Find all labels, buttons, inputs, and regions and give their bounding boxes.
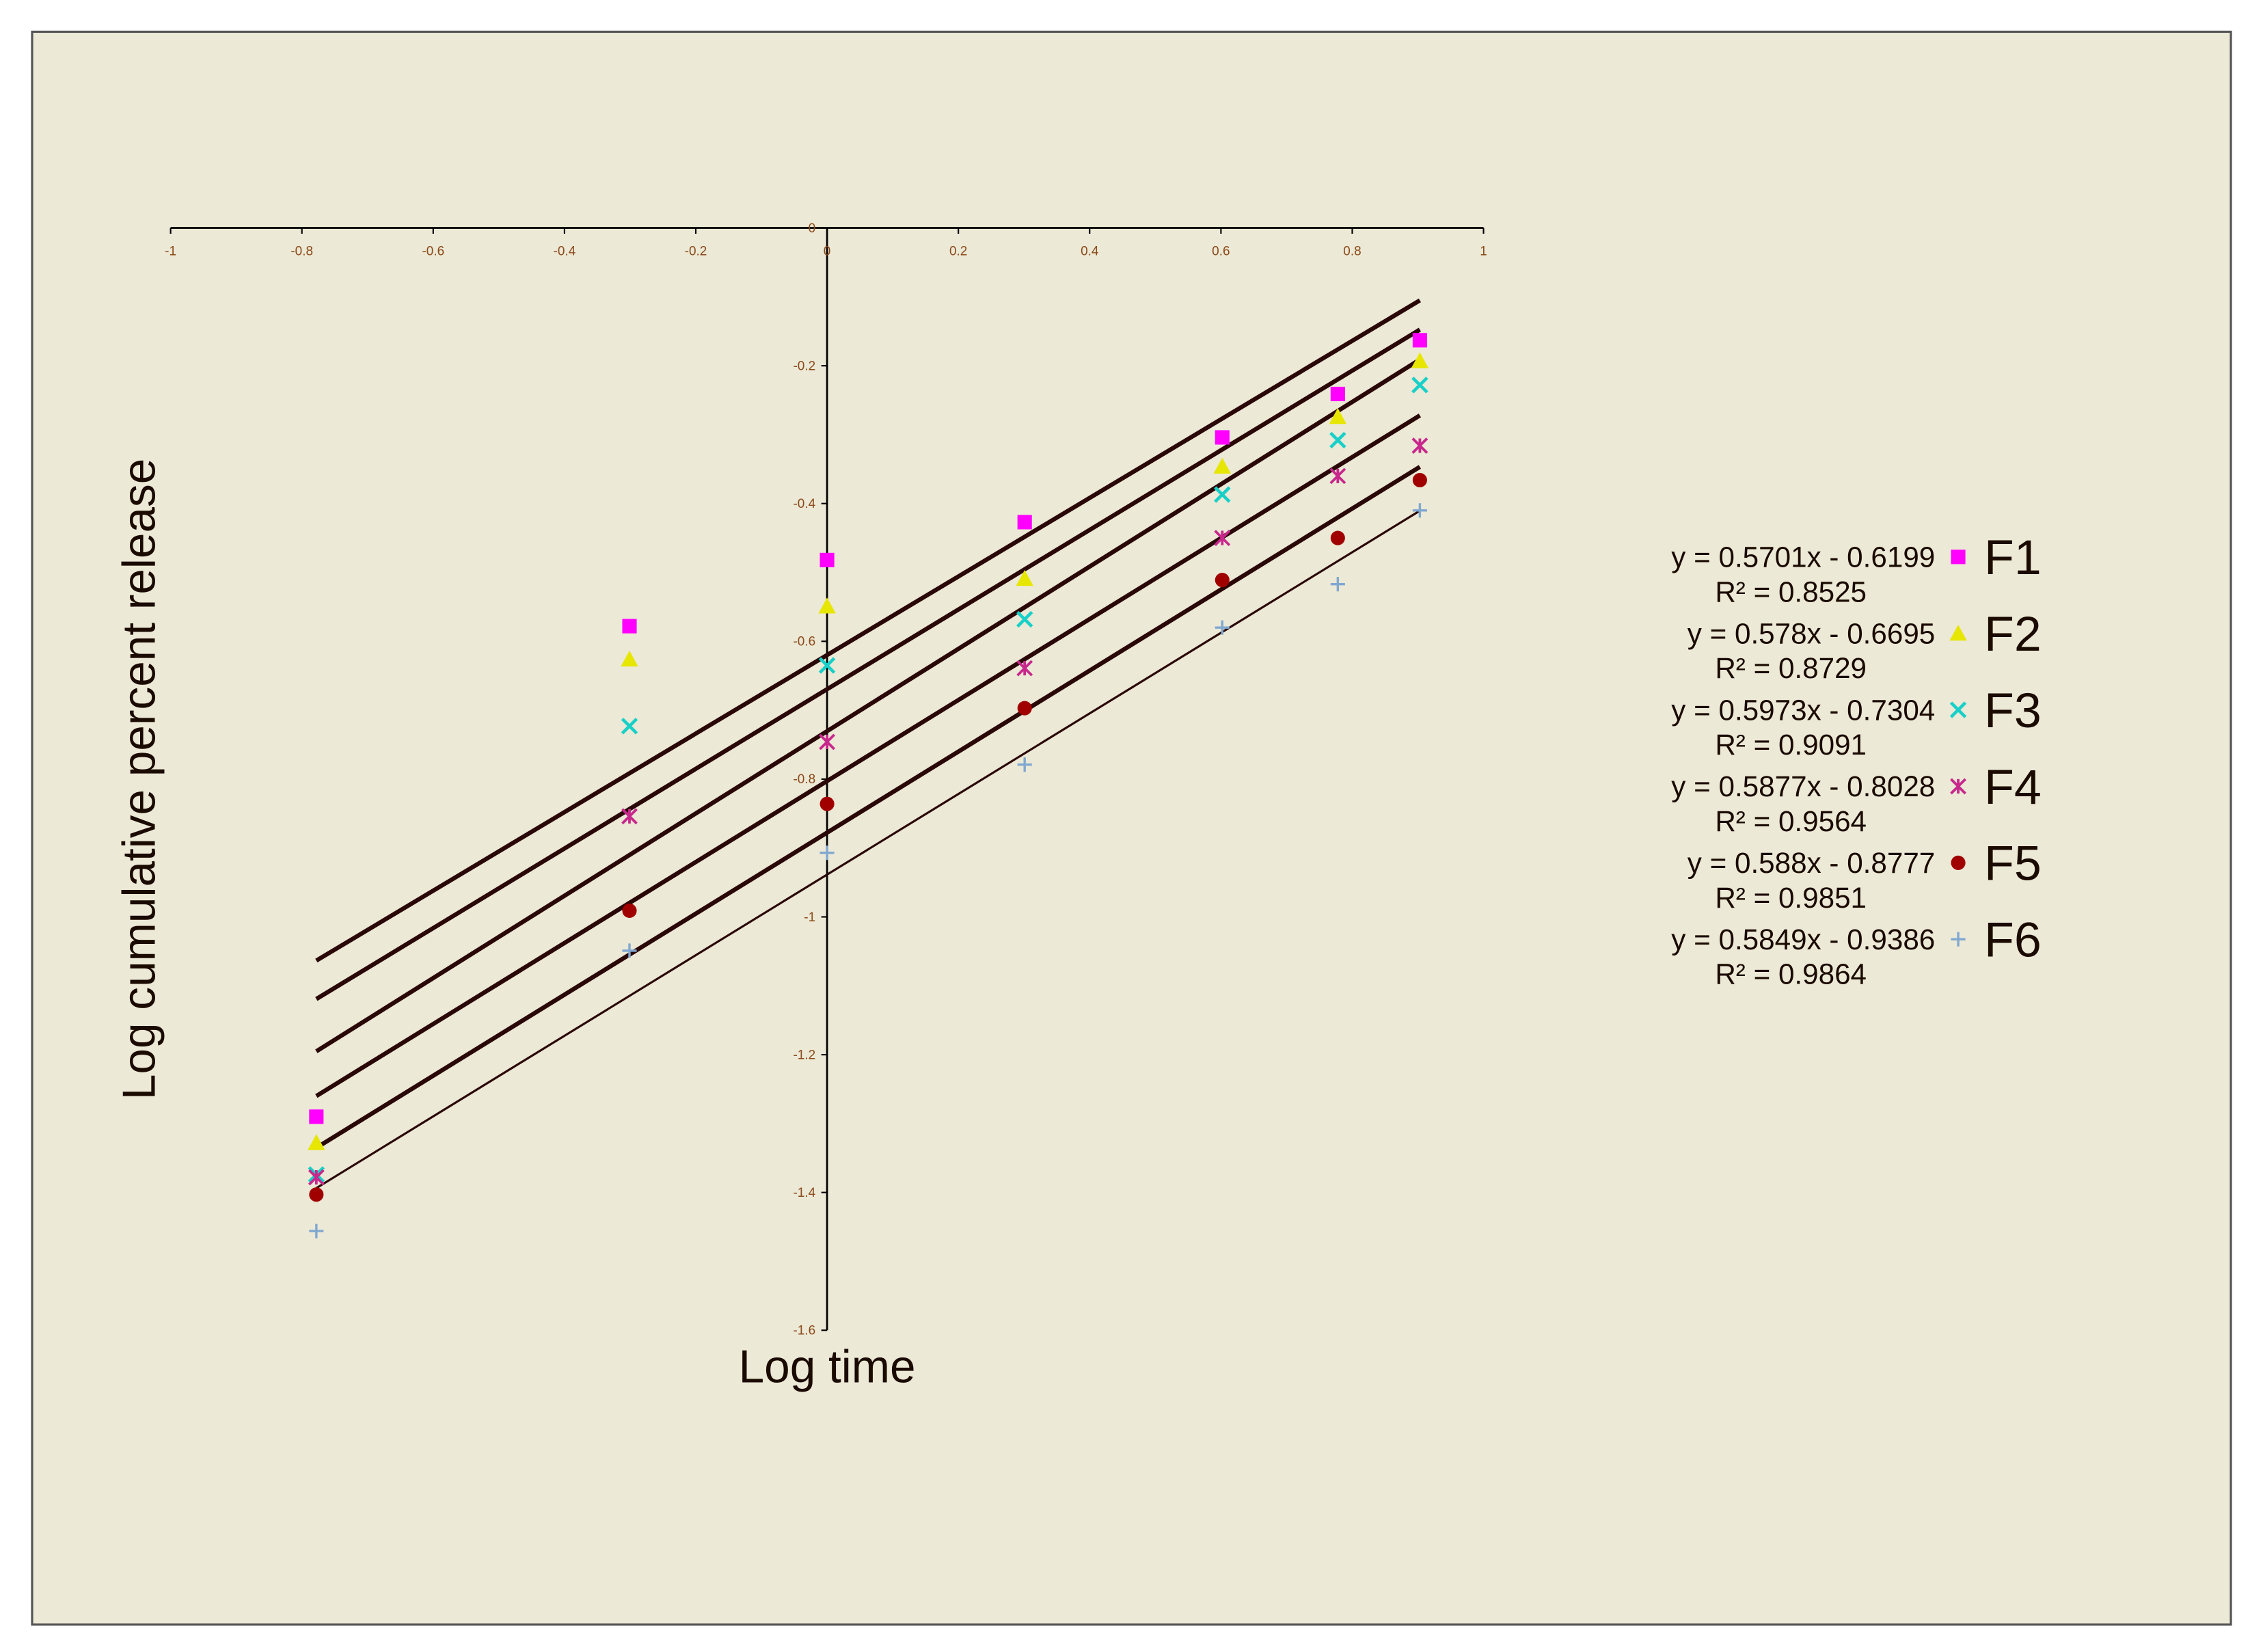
data-point: [309, 1223, 324, 1238]
legend-label: F4: [1984, 760, 2042, 815]
x-tick-label: -0.4: [554, 245, 576, 259]
data-point: [818, 597, 836, 614]
trendline: [315, 357, 1422, 1053]
data-point: [1329, 431, 1346, 449]
x-tick-label: 0.4: [1081, 245, 1098, 259]
legend-equation: y = 0.5849x - 0.9386: [1671, 923, 1935, 956]
legend-marker: [1951, 855, 1966, 870]
trendline: [315, 298, 1422, 963]
legend-r2: R² = 0.9851: [1715, 882, 1867, 914]
legend-label: F3: [1984, 683, 2042, 738]
legend-equation: y = 0.5973x - 0.7304: [1671, 694, 1935, 726]
y-tick-label: -1.2: [793, 1048, 815, 1062]
data-point: [1016, 610, 1033, 628]
x-tick-label: 0.2: [949, 245, 967, 259]
data-point: [1214, 486, 1231, 503]
data-point: [621, 650, 638, 667]
legend-r2: R² = 0.9091: [1715, 729, 1867, 761]
y-axis-title: Log cumulative percent release: [113, 459, 165, 1100]
legend-equation: y = 0.5877x - 0.8028: [1671, 770, 1935, 802]
data-point: [1017, 515, 1032, 530]
legend-equation: y = 0.588x - 0.8777: [1688, 847, 1936, 879]
data-point: [1412, 472, 1427, 487]
legend-label: F2: [1984, 607, 2042, 662]
data-point: [1412, 333, 1427, 348]
data-point: [309, 1109, 324, 1124]
data-point: [1412, 503, 1427, 518]
x-tick-label: 0: [824, 245, 831, 259]
data-point: [818, 657, 836, 674]
data-point: [622, 619, 637, 634]
data-point: [819, 552, 835, 567]
legend-marker: [1951, 932, 1966, 947]
data-point: [1215, 430, 1230, 445]
x-tick-label: -0.6: [422, 245, 444, 259]
legend-r2: R² = 0.8525: [1715, 576, 1867, 608]
y-tick-label: -1: [804, 910, 815, 925]
data-point: [309, 1187, 324, 1202]
data-point: [1016, 660, 1033, 677]
y-tick-label: -0.8: [793, 772, 815, 787]
data-point: [1017, 757, 1032, 772]
x-tick-label: 0.8: [1343, 245, 1361, 259]
legend-marker: [1949, 701, 1967, 718]
x-tick-label: 0.6: [1212, 245, 1230, 259]
data-point: [621, 808, 638, 825]
chart-area: [31, 30, 2232, 1626]
legend-equation: y = 0.578x - 0.6695: [1688, 617, 1936, 649]
data-point: [1330, 530, 1345, 545]
data-point: [622, 943, 637, 958]
x-tick-label: -0.8: [290, 245, 313, 259]
data-point: [1215, 620, 1230, 635]
legend-r2: R² = 0.9564: [1715, 805, 1867, 837]
trendline: [315, 465, 1422, 1150]
y-tick-label: -0.6: [793, 635, 815, 649]
legend-r2: R² = 0.8729: [1715, 652, 1867, 684]
data-point: [1411, 352, 1429, 368]
data-point: [1330, 386, 1345, 401]
data-point: [819, 845, 835, 861]
data-point: [621, 718, 638, 735]
legend-r2: R² = 0.9864: [1715, 958, 1867, 990]
data-point: [1016, 569, 1033, 586]
x-tick-label: -0.2: [685, 245, 707, 259]
trendline: [315, 327, 1422, 1001]
legend-marker: [1950, 778, 1966, 795]
data-point: [1411, 437, 1428, 454]
legend-equation: y = 0.5701x - 0.6199: [1671, 541, 1935, 573]
legend-marker: [1951, 550, 1966, 565]
trendline: [315, 414, 1422, 1098]
data-point: [819, 733, 835, 750]
legend-label: F6: [1984, 913, 2042, 968]
y-tick-label: 0: [809, 221, 816, 236]
data-point: [1213, 457, 1231, 474]
x-axis-title: Log time: [739, 1341, 916, 1392]
trendline: [316, 509, 1421, 1189]
data-point: [622, 903, 637, 918]
data-point: [1017, 701, 1032, 716]
data-point: [1330, 577, 1345, 592]
x-tick-label: -1: [165, 245, 176, 259]
data-point: [308, 1169, 325, 1186]
legend-label: F5: [1984, 837, 2042, 891]
data-point: [1214, 530, 1231, 547]
data-point: [819, 796, 835, 811]
data-point: [1215, 573, 1230, 588]
data-point: [308, 1134, 325, 1150]
data-point: [1411, 377, 1428, 394]
y-tick-label: -1.4: [793, 1186, 815, 1200]
y-tick-label: -1.6: [793, 1324, 815, 1338]
legend-label: F1: [1984, 530, 2042, 585]
y-tick-label: -0.4: [793, 497, 815, 511]
data-point: [1329, 408, 1347, 424]
y-tick-label: -0.2: [793, 359, 815, 373]
data-point: [1329, 468, 1346, 485]
x-tick-label: 1: [1480, 245, 1487, 259]
legend-marker: [1949, 625, 1967, 641]
